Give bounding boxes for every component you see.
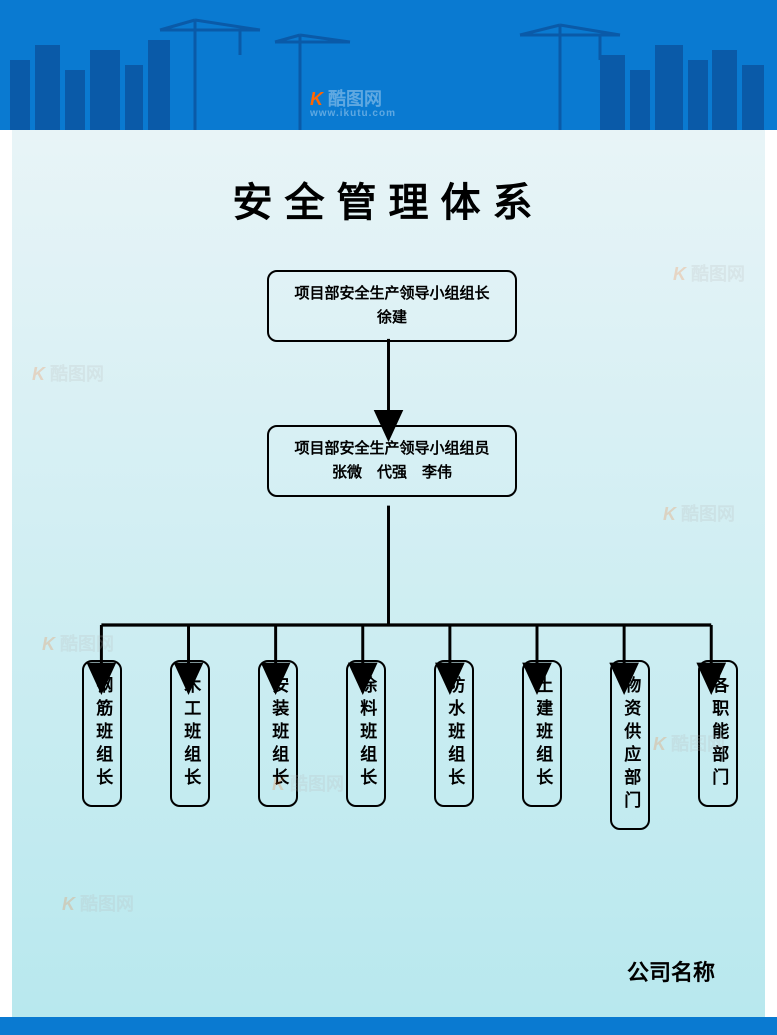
skyline-silhouette [0, 0, 777, 130]
company-name: 公司名称 [627, 955, 715, 987]
bottom-band [0, 1017, 777, 1035]
leaf-4: 防水班组长 [434, 660, 474, 807]
node-leader-line2: 徐建 [283, 306, 501, 330]
node-leader: 项目部安全生产领导小组组长 徐建 [267, 270, 517, 342]
node-members: 项目部安全生产领导小组组员 张微 代强 李伟 [267, 425, 517, 497]
top-band: K 酷图网 www.ikutu.com [0, 0, 777, 130]
leaf-1: 木工班组长 [170, 660, 210, 807]
content-area: 安全管理体系 [12, 130, 765, 1017]
connectors [42, 270, 735, 937]
org-chart: 项目部安全生产领导小组组长 徐建 项目部安全生产领导小组组员 张微 代强 李伟 … [42, 270, 735, 937]
page-title: 安全管理体系 [12, 170, 765, 228]
leaf-3: 涂料班组长 [346, 660, 386, 807]
leaf-5: 土建班组长 [522, 660, 562, 807]
node-members-line2: 张微 代强 李伟 [283, 461, 501, 485]
node-members-line1: 项目部安全生产领导小组组员 [283, 437, 501, 461]
leaf-7: 各职能部门 [698, 660, 738, 807]
poster-frame: K 酷图网 www.ikutu.com 安全管理体系 [0, 0, 777, 1035]
leaf-0: 钢筋班组长 [82, 660, 122, 807]
leaf-2: 安装班组长 [258, 660, 298, 807]
node-leader-line1: 项目部安全生产领导小组组长 [283, 282, 501, 306]
leaf-6: 物资供应部门 [610, 660, 650, 830]
